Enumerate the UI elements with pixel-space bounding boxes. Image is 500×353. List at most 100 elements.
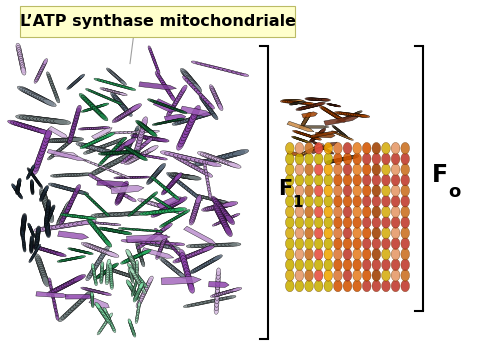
Polygon shape (312, 145, 320, 150)
Polygon shape (30, 167, 34, 171)
Polygon shape (22, 236, 25, 241)
Polygon shape (116, 194, 122, 204)
Polygon shape (22, 233, 25, 238)
Polygon shape (106, 313, 110, 318)
Polygon shape (100, 266, 103, 272)
Polygon shape (93, 273, 96, 278)
Polygon shape (160, 157, 168, 160)
Polygon shape (97, 180, 128, 187)
Polygon shape (135, 152, 146, 159)
Polygon shape (70, 130, 74, 138)
Polygon shape (92, 222, 99, 224)
Polygon shape (88, 107, 96, 110)
Polygon shape (97, 305, 102, 311)
Polygon shape (130, 150, 138, 156)
Polygon shape (86, 149, 97, 153)
Polygon shape (184, 175, 198, 180)
Polygon shape (95, 228, 102, 235)
Polygon shape (353, 249, 362, 260)
Polygon shape (52, 286, 64, 293)
Polygon shape (150, 100, 158, 103)
Polygon shape (215, 289, 220, 297)
Polygon shape (102, 143, 112, 148)
Polygon shape (192, 208, 198, 217)
Polygon shape (38, 184, 43, 188)
Polygon shape (138, 143, 146, 149)
Polygon shape (45, 214, 49, 221)
Polygon shape (316, 132, 335, 138)
Polygon shape (48, 183, 60, 187)
Polygon shape (66, 307, 74, 315)
Polygon shape (184, 187, 192, 193)
Polygon shape (44, 221, 48, 227)
Polygon shape (333, 105, 338, 107)
Polygon shape (339, 134, 344, 137)
Polygon shape (206, 205, 220, 211)
Polygon shape (83, 97, 91, 104)
Polygon shape (293, 100, 302, 102)
Polygon shape (353, 153, 362, 164)
Polygon shape (348, 113, 358, 116)
Polygon shape (336, 112, 346, 115)
Polygon shape (14, 188, 19, 193)
Polygon shape (72, 221, 88, 226)
Polygon shape (206, 156, 223, 163)
Polygon shape (372, 227, 380, 239)
Polygon shape (35, 248, 38, 252)
Polygon shape (38, 97, 52, 104)
Polygon shape (311, 136, 318, 141)
Polygon shape (194, 265, 203, 271)
Polygon shape (286, 249, 294, 260)
Polygon shape (34, 176, 38, 181)
Polygon shape (44, 221, 50, 229)
Polygon shape (62, 143, 68, 149)
Polygon shape (44, 187, 48, 193)
Polygon shape (162, 235, 167, 241)
Polygon shape (65, 214, 74, 217)
Polygon shape (224, 213, 234, 223)
Polygon shape (133, 134, 145, 138)
Polygon shape (295, 227, 304, 239)
Polygon shape (295, 280, 304, 292)
Polygon shape (117, 231, 128, 234)
Polygon shape (176, 94, 182, 101)
Polygon shape (140, 122, 146, 132)
Polygon shape (43, 201, 51, 212)
Polygon shape (290, 100, 299, 102)
Polygon shape (104, 151, 116, 155)
Polygon shape (343, 249, 352, 260)
Polygon shape (94, 291, 104, 294)
Polygon shape (31, 231, 34, 235)
Polygon shape (38, 129, 52, 135)
Polygon shape (38, 247, 50, 252)
Polygon shape (160, 205, 172, 213)
Polygon shape (12, 185, 16, 190)
Polygon shape (81, 144, 96, 149)
Polygon shape (100, 275, 103, 281)
Polygon shape (206, 178, 209, 184)
Polygon shape (54, 285, 66, 292)
Polygon shape (149, 242, 161, 246)
Polygon shape (230, 288, 240, 292)
Polygon shape (30, 183, 34, 189)
Polygon shape (34, 161, 40, 172)
Polygon shape (124, 211, 138, 216)
Polygon shape (137, 247, 141, 253)
Polygon shape (100, 273, 103, 278)
Polygon shape (334, 164, 342, 175)
Polygon shape (24, 125, 38, 131)
Polygon shape (32, 245, 42, 250)
Polygon shape (100, 311, 106, 317)
Polygon shape (76, 220, 92, 225)
Polygon shape (192, 165, 202, 171)
Polygon shape (128, 152, 136, 155)
Polygon shape (21, 231, 24, 237)
Polygon shape (208, 191, 211, 196)
Polygon shape (300, 133, 308, 136)
Polygon shape (156, 208, 168, 215)
Polygon shape (133, 149, 139, 158)
Polygon shape (100, 222, 107, 225)
Polygon shape (182, 71, 192, 80)
Polygon shape (119, 186, 126, 196)
Polygon shape (108, 318, 112, 324)
